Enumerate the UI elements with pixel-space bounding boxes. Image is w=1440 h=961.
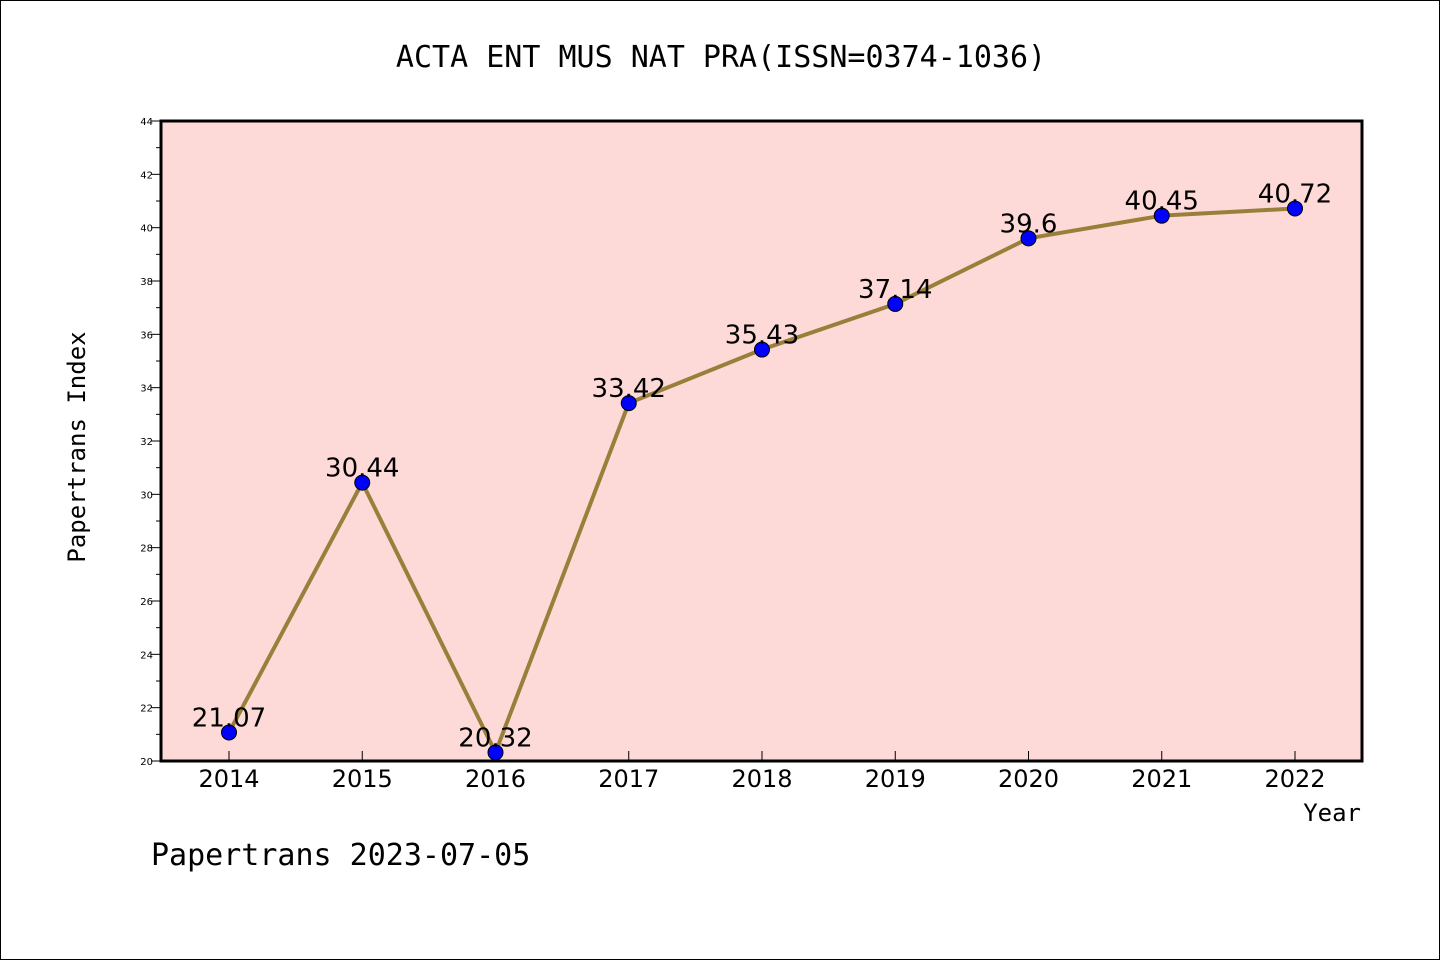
x-tick-label: 2015 [332,765,393,793]
plot-area [159,119,1364,763]
x-tick-label: 2019 [865,765,926,793]
data-point-marker [887,295,904,312]
y-tick-label: 42 [140,170,153,181]
data-label: 30.44 [325,454,399,484]
y-tick-label: 22 [140,704,153,715]
data-label: 40.45 [1125,187,1199,217]
x-tick-label: 2021 [1131,765,1192,793]
data-label: 35.43 [725,321,799,351]
x-tick-label: 2020 [998,765,1059,793]
y-tick-label: 24 [140,650,153,661]
data-point-marker [221,724,237,741]
data-point-marker [1153,207,1170,224]
data-point-marker [487,744,504,761]
y-axis-label: Papertrans Index [63,331,91,562]
y-tick-label: 34 [140,384,153,395]
chart-title: ACTA ENT MUS NAT PRA(ISSN=0374-1036) [396,40,1046,75]
data-label: 37.14 [858,275,932,305]
data-point-marker [754,341,770,358]
y-tick-label: 26 [140,597,153,608]
data-label: 20.32 [458,723,532,753]
y-tick-label: 20 [140,757,153,768]
x-axis: 2014 2015 2016 2017 2018 2019 2020 2021 2022 [198,751,1326,793]
data-point-marker [1287,200,1303,217]
data-point-marker [354,474,371,491]
x-tick-label: 2022 [1264,765,1325,793]
data-label: 21.07 [192,703,266,733]
footer-source-date: Papertrans 2023-07-05 [151,838,530,873]
data-label: 39.6 [1000,209,1058,239]
y-tick-label: 40 [140,224,153,235]
x-tick-label: 2017 [598,765,659,793]
y-tick-label: 30 [140,490,153,501]
y-tick-label: 44 [140,117,153,128]
data-point-marker [1020,230,1037,247]
y-tick-label: 38 [140,277,153,288]
x-tick-label: 2018 [731,765,792,793]
y-tick-label: 36 [140,330,153,341]
y-axis: 20 22 24 26 28 30 32 34 36 38 40 42 44 [140,117,161,768]
data-point-marker [620,395,637,412]
series-group: 21.07 30.44 20.32 33.42 35.43 37.14 39.6 40.45 4… [192,179,1332,761]
x-tick-label: 2014 [198,765,259,793]
x-axis-label: Year [1303,799,1361,827]
y-tick-label: 28 [140,544,153,555]
x-tick-label: 2016 [465,765,526,793]
y-tick-label: 32 [140,437,153,448]
data-label: 33.42 [592,374,666,404]
data-label: 40.72 [1258,179,1332,209]
